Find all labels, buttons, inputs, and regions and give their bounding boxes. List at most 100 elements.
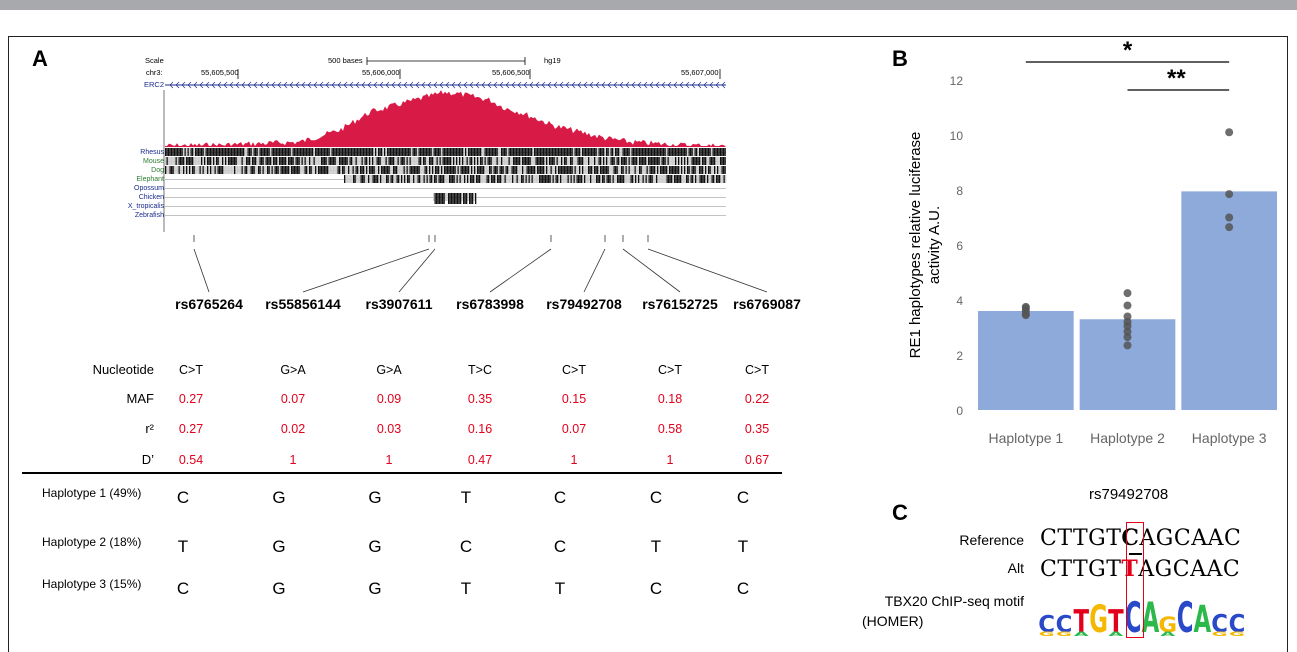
sequence-logo: CG CG TA G TA C A GA C A CG CG	[1038, 593, 1245, 638]
gene-label: ERC2	[144, 80, 165, 89]
y-tick-label: 6	[956, 239, 963, 253]
alt-sequence: CTTGTTAGCAAC	[1040, 556, 1240, 582]
position-label: 55,606,000	[362, 68, 400, 77]
row-label: Nucleotide	[92, 362, 154, 377]
allele-cell: C	[553, 537, 567, 556]
y-tick-label: 8	[956, 184, 963, 198]
logo-letter: T	[1108, 605, 1124, 638]
logo-letter: C	[1125, 593, 1142, 638]
table-cell: G>A	[376, 363, 402, 377]
allele-cell: C	[553, 488, 567, 507]
row-label: r²	[145, 421, 154, 436]
bar	[978, 311, 1074, 410]
y-tick-label: 10	[950, 129, 964, 143]
data-point	[1123, 312, 1132, 321]
table-cell: 1	[570, 453, 578, 467]
data-point	[1123, 327, 1132, 336]
data-point	[1123, 318, 1132, 326]
table-cell: 0.35	[744, 422, 770, 436]
table-cell: T>C	[468, 363, 492, 377]
table-cell: C>T	[179, 363, 203, 377]
logo-letter: A	[1108, 631, 1123, 638]
alt-label: Alt	[1007, 560, 1024, 576]
snp-id: rs55856144	[265, 296, 341, 312]
table-cell: 1	[385, 453, 393, 467]
data-point	[1123, 301, 1132, 310]
data-point	[1225, 190, 1234, 199]
allele-cell: T	[554, 579, 566, 598]
haplotype-label: Haplotype 1 (49%)	[42, 486, 142, 500]
logo-letter: G	[1212, 631, 1228, 638]
table-cell: 0.16	[467, 422, 493, 436]
reference-label: Reference	[959, 532, 1024, 548]
table-cell: 1	[666, 453, 674, 467]
y-axis-label: RE1 haplotypes relative luciferase activi…	[907, 132, 943, 359]
logo-letter: G	[1056, 631, 1072, 638]
scale-label: Scale	[145, 56, 164, 65]
haplotype-label: Haplotype 2 (18%)	[42, 535, 142, 549]
variant-highlight-box	[1126, 522, 1144, 638]
track-label: Mouse	[142, 158, 164, 165]
data-point	[1123, 289, 1132, 298]
table-cell: 0.54	[178, 453, 204, 467]
figure-frame	[8, 36, 1288, 652]
allele-cell: T	[460, 488, 472, 507]
chip-motif-source: (HOMER)	[862, 613, 924, 629]
snp-id: rs6783998	[456, 296, 524, 312]
track-label: Chicken	[138, 194, 164, 201]
track-label: Dog	[151, 167, 164, 174]
y-tick-label: 0	[956, 404, 963, 418]
logo-letter: C	[1056, 612, 1073, 638]
allele-cell: C	[176, 488, 190, 507]
allele-cell: G	[272, 488, 286, 507]
conservation-histogram	[165, 90, 726, 147]
snp-id: rs76152725	[642, 296, 718, 312]
panel-a-label: A	[32, 46, 48, 71]
table-cell: 0.67	[744, 453, 770, 467]
panel-b-label: B	[892, 46, 908, 71]
snp-id: rs3907611	[365, 296, 433, 312]
snp-id: rs6765264	[175, 296, 243, 312]
allele-cell: C	[736, 488, 750, 507]
logo-letter: A	[1160, 631, 1175, 638]
allele-cell: G	[368, 579, 382, 598]
scale-bar-label: 500 bases	[328, 56, 363, 65]
x-tick-label: Haplotype 2	[1090, 430, 1165, 446]
logo-letter: C	[1211, 609, 1228, 638]
table-cell: 0.03	[376, 422, 402, 436]
table-cell: 1	[289, 453, 297, 467]
x-tick-label: Haplotype 3	[1192, 430, 1267, 446]
allele-cell: C	[736, 579, 750, 598]
data-point	[1021, 302, 1030, 311]
luciferase-bar-chart: 0 2 4 6 8 10 12 RE1 haplotypes relative lucifer…	[907, 40, 1277, 446]
allele-cell: G	[368, 488, 382, 507]
logo-letter: A	[1074, 631, 1089, 638]
snp-id: rs6769087	[733, 296, 801, 312]
alt-seq-text: CTTGTTAGCAAC	[1040, 556, 1241, 582]
haplotype-label: Haplotype 3 (15%)	[42, 577, 142, 591]
table-cell: 0.15	[561, 392, 587, 406]
y-tick-label: 12	[950, 74, 964, 88]
motif-title: rs79492708	[1089, 486, 1169, 503]
allele-cell: C	[649, 579, 663, 598]
significance-label: *	[1123, 40, 1133, 64]
data-point	[1123, 333, 1132, 342]
data-point	[1225, 128, 1234, 137]
genome-label: hg19	[544, 56, 561, 65]
track-label: Zebrafish	[134, 212, 164, 219]
logo-letter: C	[1177, 593, 1194, 638]
table-cell: C>T	[658, 363, 682, 377]
table-cell: 0.07	[280, 392, 306, 406]
track-label: X_tropicalis	[127, 203, 164, 210]
logo-letter: G	[1158, 614, 1177, 638]
position-label: 55,605,500	[201, 68, 239, 77]
allele-cell: G	[272, 537, 286, 556]
data-point	[1225, 223, 1234, 232]
row-label: D’	[141, 452, 154, 467]
track-label: Elephant	[136, 176, 164, 183]
logo-letter: C	[1038, 612, 1055, 638]
table-cell: 0.09	[376, 392, 402, 406]
allele-cell: C	[176, 579, 190, 598]
table-cell: 0.58	[657, 422, 683, 436]
variant-match-bar	[1129, 553, 1142, 555]
